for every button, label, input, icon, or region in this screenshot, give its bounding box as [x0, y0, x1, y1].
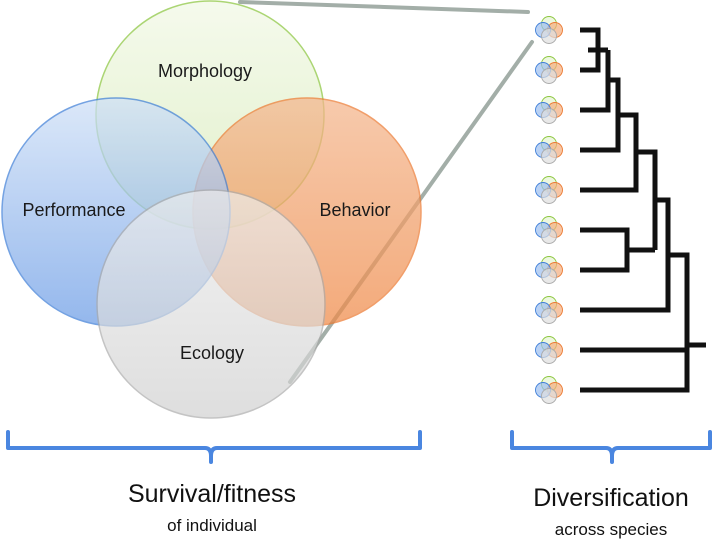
- caption-right-sub: across species: [555, 520, 667, 539]
- caption-left-sub: of individual: [167, 516, 257, 535]
- tip-venn-icon: [535, 376, 563, 404]
- tip-venn-icon: [535, 256, 563, 284]
- tip-circle-ecology: [541, 108, 557, 124]
- tip-venn-icon: [535, 136, 563, 164]
- tip-venn-icon: [535, 96, 563, 124]
- zoom-line-top: [238, 0, 530, 14]
- caption-left-main: Survival/fitness: [128, 480, 296, 508]
- tip-venn-icon: [535, 336, 563, 364]
- tip-venn-icon: [535, 176, 563, 204]
- tree-clade-4: [580, 227, 655, 273]
- tip-venn-icon: [535, 296, 563, 324]
- tip-circle-ecology: [541, 308, 557, 324]
- tip-venn-icon: [535, 216, 563, 244]
- venn-diagram: Morphology Performance Behavior Ecology: [1, 0, 422, 419]
- label-ecology: Ecology: [180, 343, 244, 363]
- phylogeny-tree: [580, 27, 706, 393]
- label-performance: Performance: [22, 200, 125, 220]
- tip-icons: [535, 16, 563, 404]
- tip-circle-ecology: [541, 228, 557, 244]
- tree-clade-1: [580, 27, 608, 73]
- tip-circle-ecology: [541, 268, 557, 284]
- tree-backbone: [580, 149, 706, 393]
- venn-circle-ecology: [96, 189, 326, 419]
- tip-circle-ecology: [541, 188, 557, 204]
- label-behavior: Behavior: [319, 200, 390, 220]
- tip-circle-ecology: [541, 348, 557, 364]
- bracket-left: [6, 430, 422, 464]
- tip-circle-ecology: [541, 388, 557, 404]
- label-morphology: Morphology: [158, 61, 252, 81]
- tip-circle-ecology: [541, 68, 557, 84]
- captions: Survival/fitness of individual Diversifi…: [128, 480, 689, 539]
- tip-circle-ecology: [541, 148, 557, 164]
- brackets: [6, 430, 712, 464]
- tip-venn-icon: [535, 16, 563, 44]
- caption-right-main: Diversification: [533, 484, 689, 512]
- tip-venn-icon: [535, 56, 563, 84]
- tip-circle-ecology: [541, 28, 557, 44]
- bracket-right: [510, 430, 712, 464]
